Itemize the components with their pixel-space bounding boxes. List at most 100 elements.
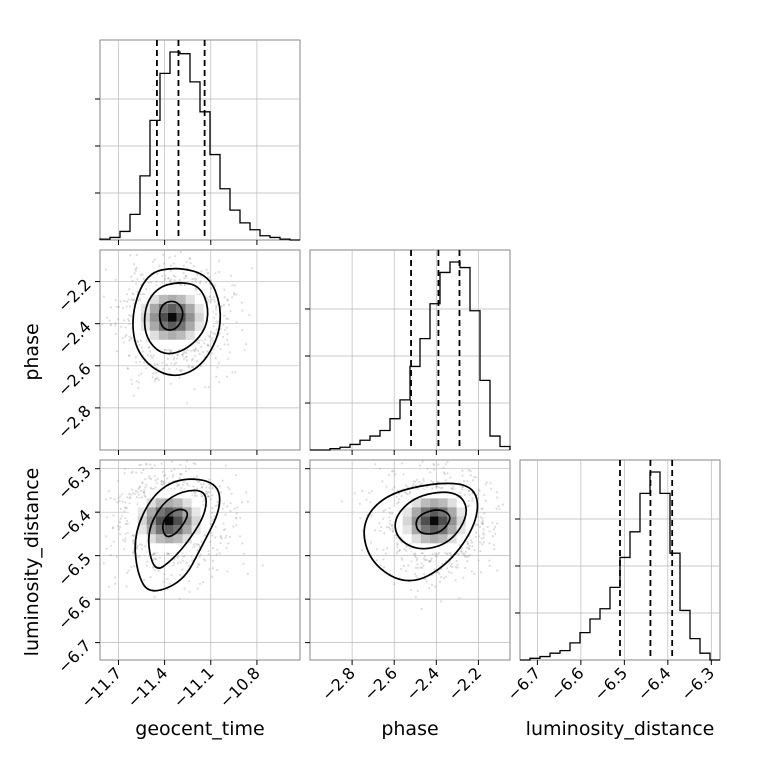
sample-point: [495, 507, 498, 510]
sample-point: [220, 537, 223, 540]
sample-point: [441, 486, 444, 489]
sample-point: [391, 488, 394, 491]
sample-point: [138, 343, 141, 347]
sample-point: [209, 295, 212, 298]
sample-point: [416, 589, 419, 592]
sample-point: [142, 490, 145, 493]
sample-point: [402, 564, 405, 568]
sample-point: [405, 491, 408, 495]
sample-point: [437, 463, 440, 466]
sample-point: [135, 266, 138, 270]
sample-point: [136, 339, 139, 342]
sample-point: [211, 559, 214, 563]
sample-point: [190, 359, 194, 362]
sample-point: [138, 297, 141, 300]
sample-point: [396, 550, 399, 553]
sample-point: [444, 575, 447, 578]
sample-point: [474, 535, 477, 539]
sample-point: [170, 460, 174, 463]
sample-point: [416, 557, 419, 560]
sample-point: [449, 476, 452, 479]
sample-point: [494, 532, 497, 536]
sample-point: [423, 573, 426, 576]
density-cell: [164, 489, 174, 499]
sample-point: [218, 270, 221, 274]
sample-point: [238, 535, 242, 538]
sample-point: [161, 470, 164, 473]
sample-point: [196, 587, 199, 590]
sample-point: [181, 568, 184, 571]
sample-point: [222, 335, 225, 339]
x-tick-label: −6.4: [634, 663, 675, 704]
sample-point: [173, 279, 176, 282]
sample-point: [136, 490, 139, 493]
sample-point: [404, 491, 407, 494]
sample-point: [466, 560, 469, 563]
sample-point: [155, 377, 158, 380]
density-cell: [173, 543, 183, 553]
sample-point: [482, 532, 485, 535]
sample-point: [231, 284, 234, 287]
sample-point: [461, 486, 464, 489]
sample-point: [149, 486, 152, 489]
sample-point: [151, 356, 154, 359]
density-cell: [176, 321, 186, 331]
y-tick-label: −2.8: [54, 401, 95, 442]
sample-point: [211, 511, 214, 515]
density-cell: [146, 516, 156, 526]
sample-point: [153, 475, 156, 478]
contour-level-3: [161, 508, 189, 538]
sample-point: [161, 367, 164, 371]
sample-point: [192, 349, 195, 352]
sample-point: [172, 274, 175, 277]
sample-point: [477, 488, 480, 491]
sample-point: [128, 492, 131, 495]
sample-point: [117, 305, 120, 308]
density-cell: [194, 294, 204, 304]
sample-point: [396, 546, 399, 549]
sample-point: [431, 553, 434, 556]
sample-point: [226, 505, 229, 508]
sample-point: [198, 555, 201, 558]
density-cell: [411, 489, 421, 499]
sample-point: [235, 524, 238, 527]
sample-point: [121, 493, 124, 496]
sample-point: [170, 382, 173, 385]
sample-point: [493, 548, 496, 551]
sample-point: [172, 262, 175, 265]
sample-point: [388, 522, 391, 525]
sample-point: [215, 306, 218, 309]
density-cell: [164, 507, 174, 517]
x-tick-label: −6.7: [503, 663, 544, 704]
sample-point: [179, 473, 182, 476]
sample-point: [140, 496, 143, 499]
sample-point: [175, 357, 179, 360]
sample-point: [147, 346, 150, 349]
sample-point: [193, 265, 196, 268]
sample-point: [145, 367, 148, 370]
density-cell: [411, 534, 421, 544]
sample-point: [404, 544, 408, 547]
density-cell: [167, 312, 177, 322]
sample-point: [149, 281, 153, 284]
sample-point: [206, 344, 209, 347]
sample-point: [114, 324, 117, 327]
density-cell: [447, 516, 457, 526]
sample-point: [235, 293, 238, 296]
sample-point: [486, 525, 489, 529]
sample-point: [459, 491, 462, 494]
sample-point: [156, 363, 159, 366]
sample-point: [167, 277, 170, 280]
sample-point: [218, 259, 221, 263]
density-cell: [447, 507, 457, 517]
sample-point: [206, 491, 209, 494]
sample-point: [195, 288, 198, 291]
sample-point: [109, 497, 112, 500]
sample-point: [449, 554, 452, 557]
sample-point: [141, 481, 144, 485]
sample-point: [261, 564, 264, 567]
sample-point: [479, 525, 482, 529]
contour-level-2: [363, 482, 479, 582]
density-cell: [456, 525, 466, 535]
